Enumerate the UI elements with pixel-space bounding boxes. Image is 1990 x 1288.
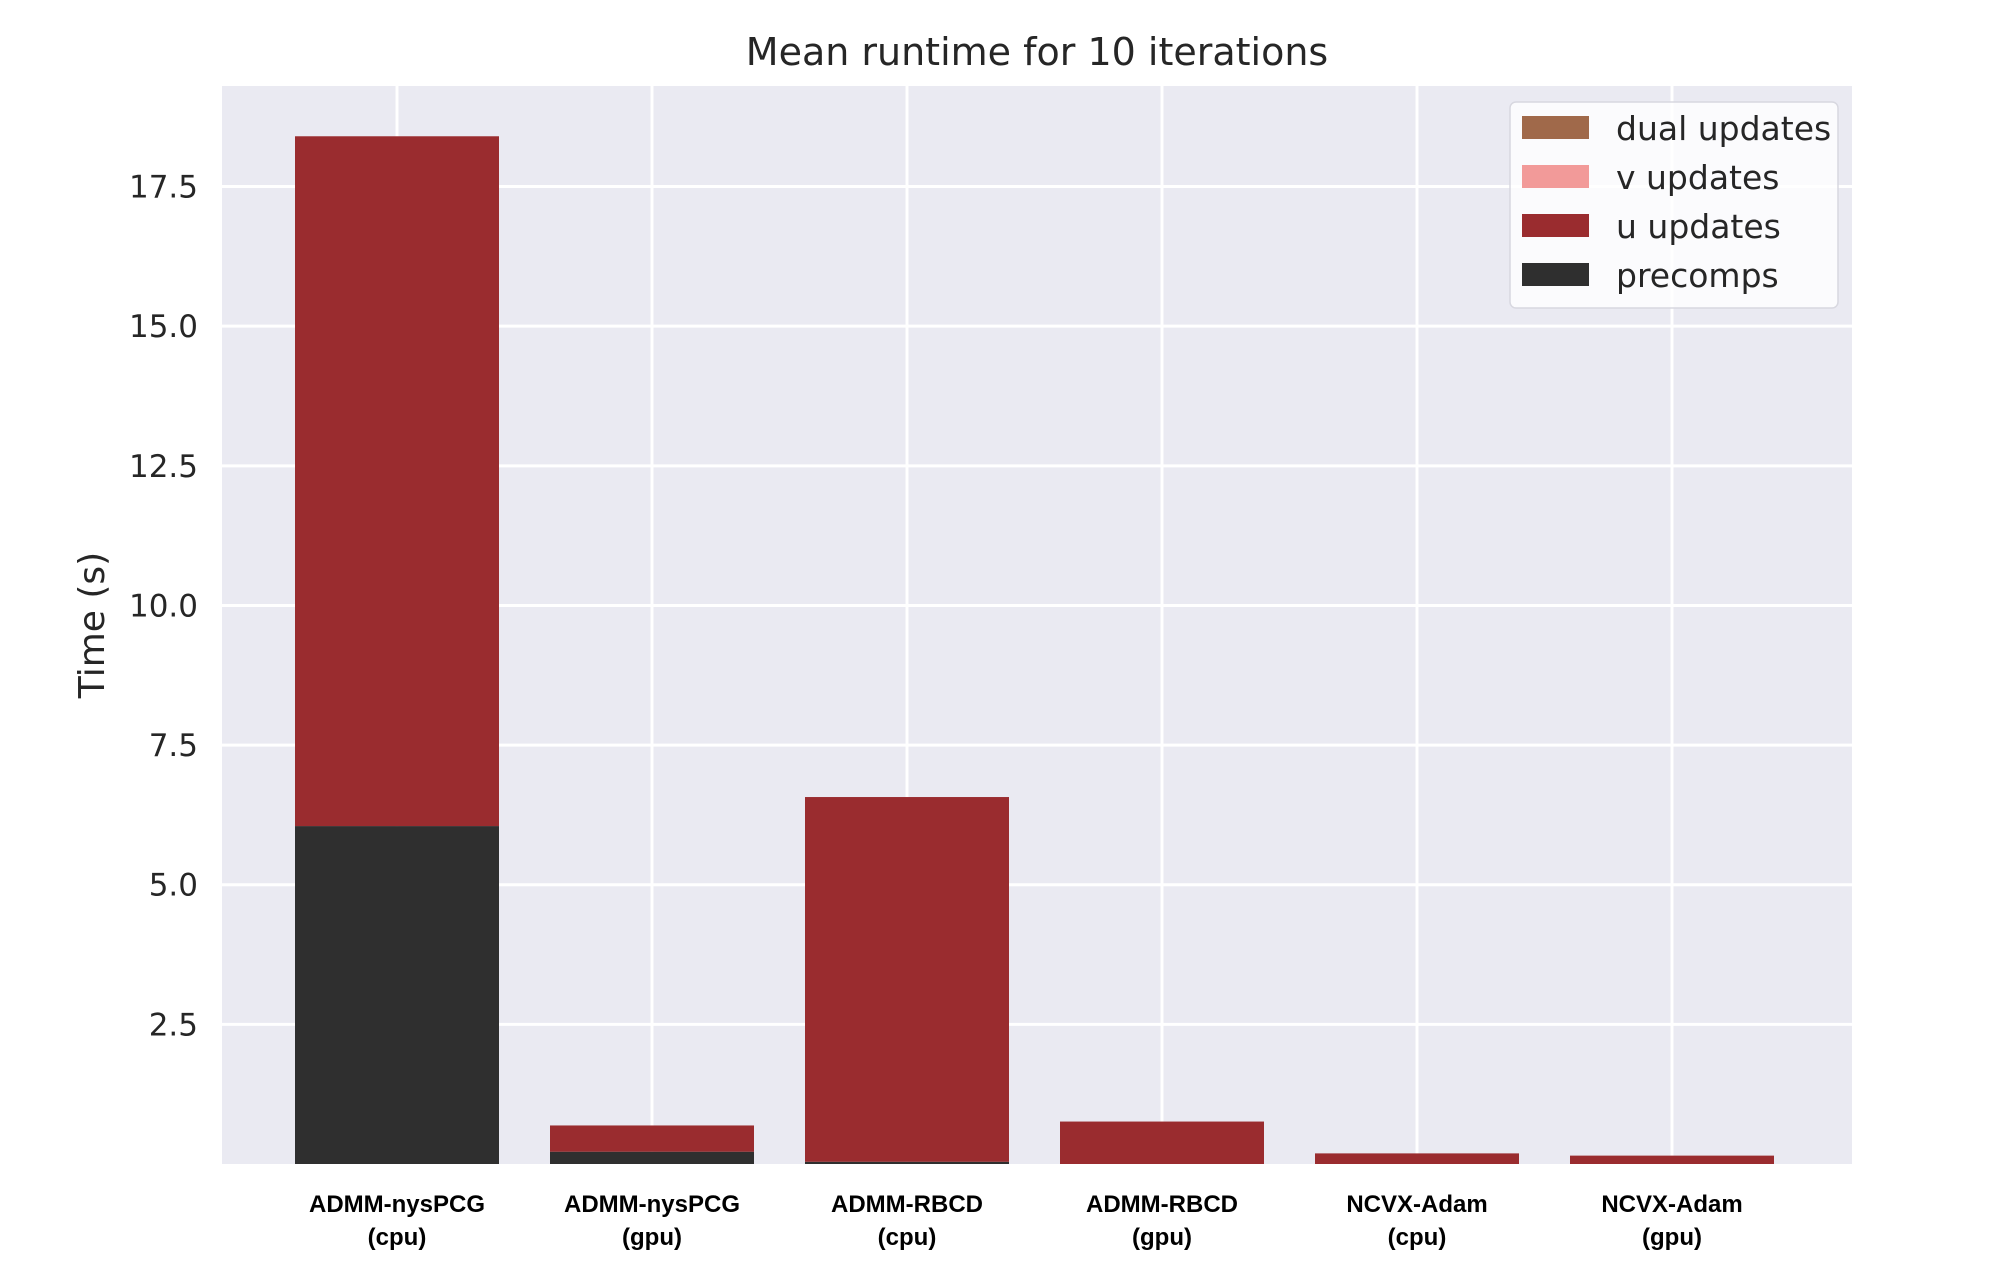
bar-u-updates-4 (1315, 1153, 1519, 1164)
legend: dual updates v updates u updates precomps (1509, 101, 1839, 309)
y-tick-label-5: 15.0 (129, 309, 198, 345)
legend-label-v-updates: v updates (1616, 158, 1780, 197)
x-tick-label-2-1: (cpu) (878, 1224, 937, 1251)
legend-label-precomps: precomps (1616, 256, 1779, 295)
bar-precomps-1 (550, 1151, 754, 1164)
y-tick-label-1: 5.0 (149, 868, 198, 904)
x-tick-label-3-1: (gpu) (1132, 1224, 1192, 1251)
x-tick-label-5-0: NCVX-Adam (1601, 1191, 1742, 1218)
x-tick-label-0-0: ADMM-nysPCG (309, 1191, 485, 1218)
chart-title: Mean runtime for 10 iterations (746, 30, 1328, 74)
x-tick-label-1-0: ADMM-nysPCG (564, 1191, 740, 1218)
x-tick-label-5-1: (gpu) (1642, 1224, 1702, 1251)
bar-precomps-2 (805, 1161, 1009, 1164)
legend-swatch-precomps (1522, 263, 1589, 286)
y-tick-label-2: 7.5 (149, 728, 198, 764)
y-axis-ticks: 2.5 5.0 7.5 10.0 12.5 15.0 17.5 (129, 170, 198, 1044)
legend-label-dual-updates: dual updates (1616, 109, 1831, 148)
y-tick-label-4: 12.5 (129, 449, 198, 485)
bars (295, 136, 1774, 1164)
y-tick-label-0: 2.5 (149, 1007, 198, 1043)
x-axis-ticks: ADMM-nysPCG (cpu) ADMM-nysPCG (gpu) ADMM-RBC… (309, 1191, 1743, 1251)
bar-u-updates-0 (295, 136, 499, 827)
y-tick-label-6: 17.5 (129, 170, 198, 206)
x-tick-label-3-0: ADMM-RBCD (1086, 1191, 1238, 1218)
legend-label-u-updates: u updates (1616, 207, 1781, 246)
x-tick-label-4-1: (cpu) (1388, 1224, 1447, 1251)
x-tick-label-4-0: NCVX-Adam (1346, 1191, 1487, 1218)
bar-u-updates-1 (550, 1125, 754, 1152)
bar-u-updates-5 (1570, 1155, 1774, 1164)
y-tick-label-3: 10.0 (129, 588, 198, 624)
x-tick-label-2-0: ADMM-RBCD (831, 1191, 983, 1218)
bar-u-updates-2 (805, 797, 1009, 1162)
legend-swatch-dual-updates (1522, 116, 1589, 139)
y-axis-label: Time (s) (72, 552, 113, 699)
x-tick-label-1-1: (gpu) (622, 1224, 682, 1251)
legend-box (1509, 101, 1839, 309)
x-tick-label-0-1: (cpu) (368, 1224, 427, 1251)
bar-precomps-0 (295, 826, 499, 1164)
legend-swatch-v-updates (1522, 165, 1589, 188)
bar-u-updates-3 (1060, 1121, 1264, 1164)
legend-swatch-u-updates (1522, 214, 1589, 237)
